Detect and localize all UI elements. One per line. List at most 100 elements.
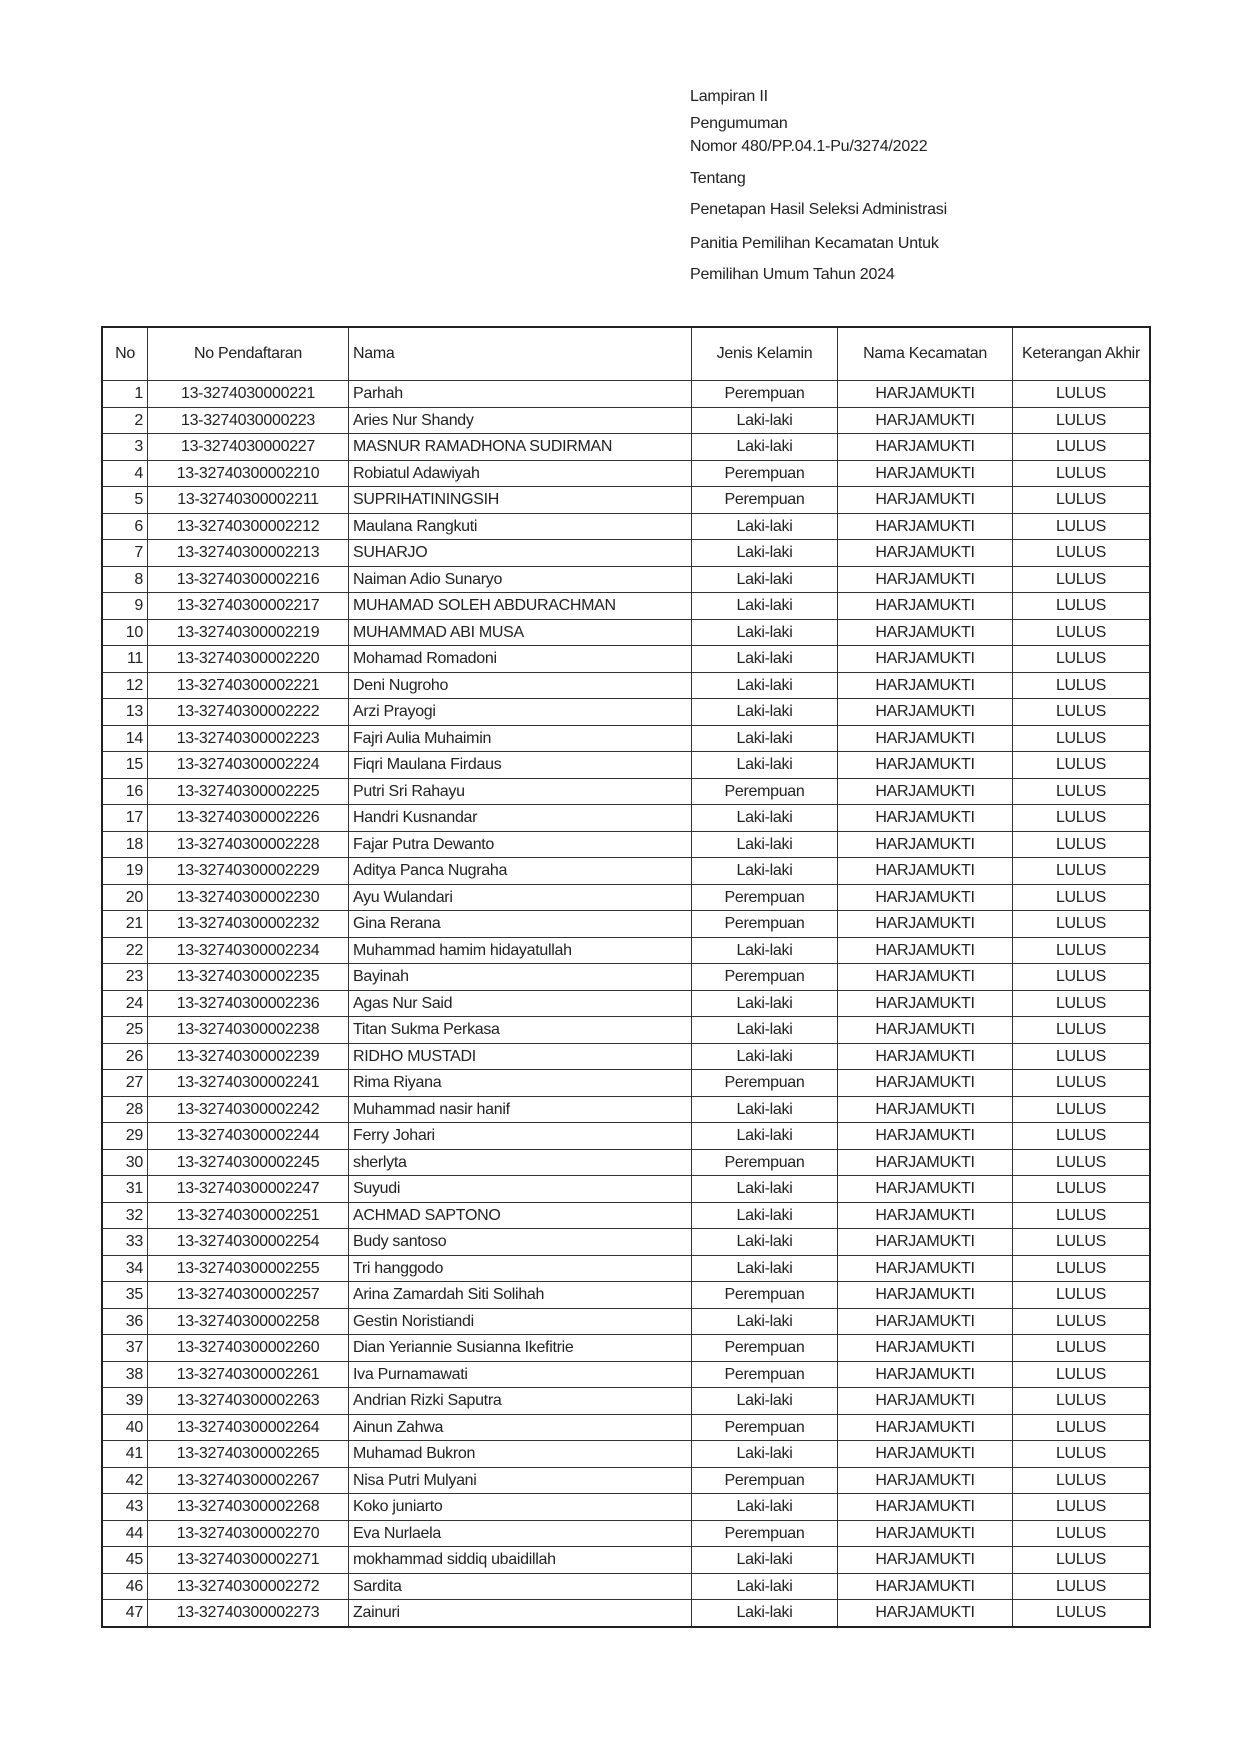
final-status-cell: LULUS: [1012, 671, 1151, 699]
gender-cell: Perempuan: [691, 1466, 838, 1494]
row-number-cell: 26: [101, 1042, 148, 1070]
district-cell: HARJAMUKTI: [837, 777, 1013, 805]
table-row: 28 13-32740300002242 Muhammad nasir hanif L…: [101, 1095, 1151, 1123]
name-cell: Suyudi: [348, 1175, 692, 1203]
gender-cell: Perempuan: [691, 1281, 838, 1309]
registration-number-cell: 13-3274030000223: [147, 406, 349, 434]
registration-number-cell: 13-32740300002251: [147, 1201, 349, 1229]
gender-cell: Laki-laki: [691, 592, 838, 620]
final-status-cell: LULUS: [1012, 1599, 1151, 1627]
table-row: 3 13-3274030000227 MASNUR RAMADHONA SUDIRM…: [101, 433, 1151, 461]
final-status-cell: LULUS: [1012, 936, 1151, 964]
row-number-cell: 19: [101, 857, 148, 885]
district-cell: HARJAMUKTI: [837, 1201, 1013, 1229]
district-cell: HARJAMUKTI: [837, 1387, 1013, 1415]
gender-cell: Perempuan: [691, 1413, 838, 1441]
table-row: 24 13-32740300002236 Agas Nur Said Laki-lak…: [101, 989, 1151, 1017]
registration-number-cell: 13-32740300002224: [147, 751, 349, 779]
table-row: 15 13-32740300002224 Fiqri Maulana Firdaus…: [101, 751, 1151, 779]
table-row: 7 13-32740300002213 SUHARJO Laki-laki HARJAM…: [101, 539, 1151, 567]
row-number-cell: 33: [101, 1228, 148, 1256]
gender-cell: Laki-laki: [691, 1440, 838, 1468]
registration-number-cell: 13-32740300002257: [147, 1281, 349, 1309]
gender-cell: Laki-laki: [691, 1095, 838, 1123]
table-row: 43 13-32740300002268 Koko juniarto Laki-lak…: [101, 1493, 1151, 1521]
registration-number-cell: 13-32740300002219: [147, 618, 349, 646]
table-row: 25 13-32740300002238 Titan Sukma Perkasa La…: [101, 1016, 1151, 1044]
final-status-cell: LULUS: [1012, 433, 1151, 461]
registration-number-cell: 13-32740300002267: [147, 1466, 349, 1494]
registration-number-cell: 13-32740300002230: [147, 883, 349, 911]
gender-cell: Perempuan: [691, 1334, 838, 1362]
table-row: 36 13-32740300002258 Gestin Noristiandi Lak…: [101, 1307, 1151, 1335]
registration-number-cell: 13-32740300002255: [147, 1254, 349, 1282]
table-row: 29 13-32740300002244 Ferry Johari Laki-laki…: [101, 1122, 1151, 1150]
final-status-cell: LULUS: [1012, 565, 1151, 593]
final-status-cell: LULUS: [1012, 1546, 1151, 1574]
row-number-cell: 47: [101, 1599, 148, 1627]
table-row: 5 13-32740300002211 SUPRIHATININGSIH Peremp…: [101, 486, 1151, 514]
gender-cell: Laki-laki: [691, 1175, 838, 1203]
name-cell: MUHAMAD SOLEH ABDURACHMAN: [348, 592, 692, 620]
table-row: 10 13-32740300002219 MUHAMMAD ABI MUSA Laki…: [101, 618, 1151, 646]
final-status-cell: LULUS: [1012, 830, 1151, 858]
name-cell: Maulana Rangkuti: [348, 512, 692, 540]
gender-cell: Laki-laki: [691, 989, 838, 1017]
district-cell: HARJAMUKTI: [837, 1016, 1013, 1044]
header-line: Nomor 480/PP.04.1-Pu/3274/2022: [690, 138, 928, 155]
gender-cell: Laki-laki: [691, 433, 838, 461]
gender-cell: Laki-laki: [691, 830, 838, 858]
table-row: 37 13-32740300002260 Dian Yeriannie Susian…: [101, 1334, 1151, 1362]
gender-cell: Laki-laki: [691, 671, 838, 699]
final-status-cell: LULUS: [1012, 1413, 1151, 1441]
gender-cell: Perempuan: [691, 963, 838, 991]
row-number-cell: 46: [101, 1572, 148, 1600]
name-cell: Deni Nugroho: [348, 671, 692, 699]
name-cell: Arina Zamardah Siti Solihah: [348, 1281, 692, 1309]
district-cell: HARJAMUKTI: [837, 592, 1013, 620]
district-cell: HARJAMUKTI: [837, 724, 1013, 752]
registration-number-cell: 13-32740300002273: [147, 1599, 349, 1627]
name-cell: Koko juniarto: [348, 1493, 692, 1521]
final-status-cell: LULUS: [1012, 1175, 1151, 1203]
table-row: 19 13-32740300002229 Aditya Panca Nugraha L…: [101, 857, 1151, 885]
table-row: 27 13-32740300002241 Rima Riyana Perempuan H…: [101, 1069, 1151, 1097]
table-row: 13 13-32740300002222 Arzi Prayogi Laki-laki…: [101, 698, 1151, 726]
table-row: 2 13-3274030000223 Aries Nur Shandy Laki-la…: [101, 406, 1151, 434]
header-line: Panitia Pemilihan Kecamatan Untuk: [690, 235, 939, 252]
registration-number-cell: 13-32740300002210: [147, 459, 349, 487]
registration-number-cell: 13-32740300002222: [147, 698, 349, 726]
registration-number-cell: 13-32740300002258: [147, 1307, 349, 1335]
column-header: Keterangan Akhir: [1012, 326, 1151, 381]
table-row: 1 13-3274030000221 Parhah Perempuan HARJAMUK…: [101, 380, 1151, 408]
registration-number-cell: 13-32740300002268: [147, 1493, 349, 1521]
registration-number-cell: 13-32740300002223: [147, 724, 349, 752]
registration-number-cell: 13-32740300002245: [147, 1148, 349, 1176]
gender-cell: Laki-laki: [691, 1387, 838, 1415]
gender-cell: Laki-laki: [691, 1228, 838, 1256]
gender-cell: Laki-laki: [691, 804, 838, 832]
final-status-cell: LULUS: [1012, 1334, 1151, 1362]
header-line: Tentang: [690, 170, 746, 187]
name-cell: Putri Sri Rahayu: [348, 777, 692, 805]
registration-number-cell: 13-32740300002263: [147, 1387, 349, 1415]
table-row: 23 13-32740300002235 Bayinah Perempuan HARJA…: [101, 963, 1151, 991]
district-cell: HARJAMUKTI: [837, 1281, 1013, 1309]
row-number-cell: 30: [101, 1148, 148, 1176]
header-line: Lampiran II: [690, 88, 768, 105]
district-cell: HARJAMUKTI: [837, 1042, 1013, 1070]
name-cell: Muhammad nasir hanif: [348, 1095, 692, 1123]
row-number-cell: 40: [101, 1413, 148, 1441]
registration-number-cell: 13-32740300002228: [147, 830, 349, 858]
row-number-cell: 42: [101, 1466, 148, 1494]
district-cell: HARJAMUKTI: [837, 459, 1013, 487]
table-row: 4 13-32740300002210 Robiatul Adawiyah Perem…: [101, 459, 1151, 487]
row-number-cell: 9: [101, 592, 148, 620]
gender-cell: Laki-laki: [691, 1307, 838, 1335]
row-number-cell: 45: [101, 1546, 148, 1574]
table-row: 45 13-32740300002271 mokhammad siddiq ubai…: [101, 1546, 1151, 1574]
final-status-cell: LULUS: [1012, 1201, 1151, 1229]
table-row: 33 13-32740300002254 Budy santoso Laki-laki…: [101, 1228, 1151, 1256]
district-cell: HARJAMUKTI: [837, 910, 1013, 938]
